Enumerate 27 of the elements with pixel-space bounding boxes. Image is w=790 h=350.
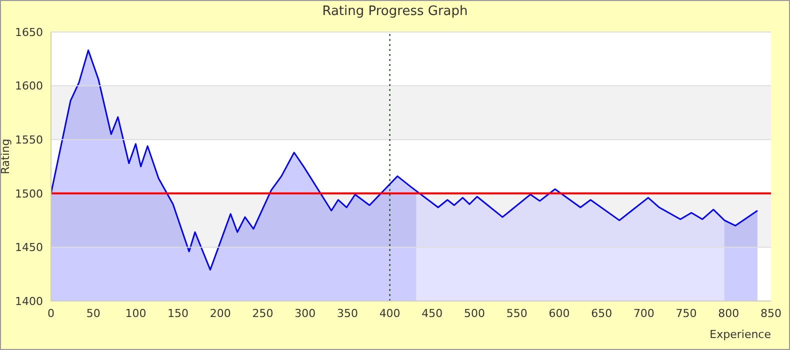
y-tick-label: 1550 [15,134,43,147]
x-tick-label: 350 [336,306,358,320]
x-tick-label: 400 [379,306,400,320]
x-tick-label: 150 [168,306,189,320]
chart-title: Rating Progress Graph [321,4,469,19]
y-tick-label: 1450 [15,241,43,254]
x-tick-label: 450 [422,306,443,320]
x-tick-label: 600 [548,306,570,320]
x-tick-label: 0 [48,306,54,320]
y-tick-label: 1500 [15,187,43,200]
x-tick-label: 50 [86,306,100,320]
x-tick-label: 250 [252,306,274,320]
x-tick-label: 700 [633,306,654,320]
y-tick-label: 1600 [15,80,43,93]
y-tick-label: 1400 [15,294,43,308]
x-tick-label: 800 [718,306,740,320]
x-tick-label: 850 [760,306,782,320]
x-tick-label: 750 [676,306,697,320]
x-tick-label: 500 [464,306,486,320]
x-tick-label: 550 [506,306,528,320]
x-tick-label: 650 [591,306,612,320]
x-axis-title: Experience [710,328,771,341]
x-tick-label: 300 [294,306,316,320]
x-tick-label: 100 [125,306,146,320]
y-tick-label: 1650 [15,26,43,39]
y-axis-title: Rating [0,138,12,174]
x-tick-label: 200 [210,306,231,320]
